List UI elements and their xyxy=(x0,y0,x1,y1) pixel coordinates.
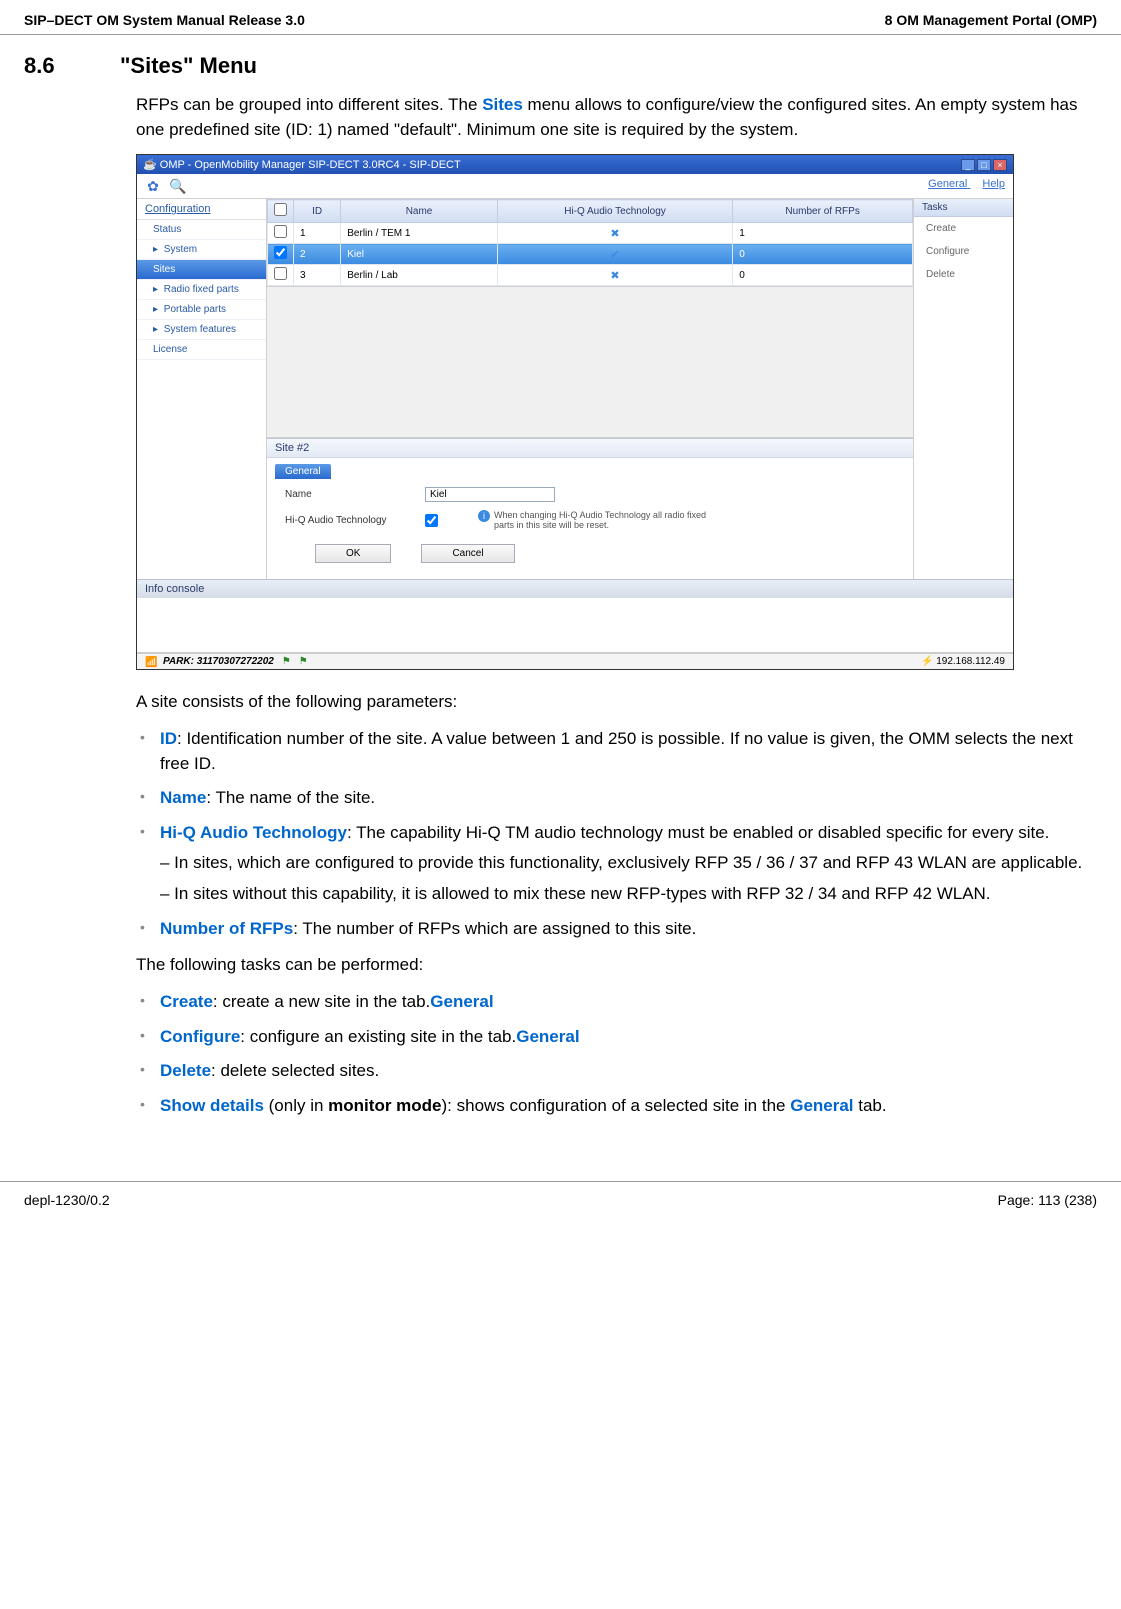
gear-icon[interactable]: ✿ xyxy=(145,178,161,194)
toolbar: ✿ 🔍 General Help xyxy=(137,174,1013,199)
section-number: 8.6 xyxy=(24,53,120,79)
param-item: Number of RFPs: The number of RFPs which… xyxy=(136,917,1097,942)
param-item: Name: The name of the site. xyxy=(136,786,1097,811)
sidebar-item-sites[interactable]: Sites xyxy=(137,260,266,280)
col-Name[interactable]: Name xyxy=(341,200,498,223)
row-checkbox[interactable] xyxy=(274,267,287,280)
hiq-icon: ✔ xyxy=(610,249,619,261)
empty-area xyxy=(267,287,913,438)
net-icon: ⚡ xyxy=(921,656,933,667)
tasks-panel: Tasks CreateConfigureDelete xyxy=(913,199,1013,579)
ok-button[interactable]: OK xyxy=(315,544,391,563)
flag-icon-2: ⚑ xyxy=(299,656,308,667)
tasks-intro: The following tasks can be performed: xyxy=(136,953,1097,978)
header-right: 8 OM Management Portal (OMP) xyxy=(885,12,1097,28)
sidebar-item-radio-fixed-parts[interactable]: ▸ Radio fixed parts xyxy=(137,280,266,300)
footer-left: depl-1230/0.2 xyxy=(24,1192,110,1208)
name-label: Name xyxy=(285,489,425,500)
param-item: Hi-Q Audio Technology: The capability Hi… xyxy=(136,821,1097,907)
col-Number of RFPs[interactable]: Number of RFPs xyxy=(733,200,913,223)
table-row[interactable]: 2Kiel✔0 xyxy=(268,244,913,265)
table-row[interactable]: 3Berlin / Lab✖0 xyxy=(268,265,913,286)
hiq-info: When changing Hi-Q Audio Technology all … xyxy=(494,510,708,530)
status-icon: 📶 xyxy=(145,657,155,667)
task-delete[interactable]: Delete xyxy=(914,263,1013,286)
sidebar-header: Configuration xyxy=(137,199,266,220)
park-label: PARK: 31170307272202 xyxy=(163,656,274,667)
row-checkbox[interactable] xyxy=(274,246,287,259)
task-create[interactable]: Create xyxy=(914,217,1013,240)
sites-link: Sites xyxy=(482,95,523,114)
sidebar-item-license[interactable]: License xyxy=(137,340,266,360)
tasks-list: Create: create a new site in the tab.Gen… xyxy=(136,990,1097,1119)
select-all-checkbox[interactable] xyxy=(274,203,287,216)
tasks-header: Tasks xyxy=(914,199,1013,217)
help-link[interactable]: Help xyxy=(982,178,1005,190)
name-input[interactable] xyxy=(425,487,555,502)
info-console xyxy=(137,598,1013,653)
info-console-header: Info console xyxy=(137,579,1013,598)
sidebar-item-portable-parts[interactable]: ▸ Portable parts xyxy=(137,300,266,320)
task-item: Create: create a new site in the tab.Gen… xyxy=(136,990,1097,1015)
flag-icon-1: ⚑ xyxy=(282,656,291,667)
row-checkbox[interactable] xyxy=(274,225,287,238)
task-item: Delete: delete selected sites. xyxy=(136,1059,1097,1084)
task-item: Show details (only in monitor mode): sho… xyxy=(136,1094,1097,1119)
screenshot: ☕ OMP - OpenMobility Manager SIP-DECT 3.… xyxy=(136,154,1014,670)
col-ID[interactable]: ID xyxy=(294,200,341,223)
col-check[interactable] xyxy=(268,200,294,223)
general-link[interactable]: General xyxy=(928,178,967,190)
sites-table: IDNameHi-Q Audio TechnologyNumber of RFP… xyxy=(267,199,913,286)
section-heading: 8.6"Sites" Menu xyxy=(24,53,1097,79)
task-configure[interactable]: Configure xyxy=(914,240,1013,263)
intro-paragraph: RFPs can be grouped into different sites… xyxy=(136,93,1097,142)
table-row[interactable]: 1Berlin / TEM 1✖1 xyxy=(268,223,913,244)
maximize-button[interactable]: □ xyxy=(977,159,991,171)
sidebar: Configuration Status▸ SystemSites▸ Radio… xyxy=(137,199,267,579)
section-title: "Sites" Menu xyxy=(120,53,257,78)
header-left: SIP–DECT OM System Manual Release 3.0 xyxy=(24,12,305,28)
window-titlebar: ☕ OMP - OpenMobility Manager SIP-DECT 3.… xyxy=(137,155,1013,174)
sidebar-item-system[interactable]: ▸ System xyxy=(137,240,266,260)
hiq-label: Hi-Q Audio Technology xyxy=(285,515,425,526)
ip-label: 192.168.112.49 xyxy=(936,656,1005,667)
footer-right: Page: 113 (238) xyxy=(998,1192,1097,1208)
cancel-button[interactable]: Cancel xyxy=(421,544,514,563)
param-item: ID: Identification number of the site. A… xyxy=(136,727,1097,776)
hiq-checkbox[interactable] xyxy=(425,514,438,527)
tab-general[interactable]: General xyxy=(275,464,331,479)
hiq-icon: ✖ xyxy=(610,270,619,282)
info-icon: i xyxy=(478,510,490,522)
sidebar-item-status[interactable]: Status xyxy=(137,220,266,240)
search-icon[interactable]: 🔍 xyxy=(169,178,185,194)
params-intro: A site consists of the following paramet… xyxy=(136,690,1097,715)
hiq-icon: ✖ xyxy=(610,228,619,240)
site-panel-header: Site #2 xyxy=(267,439,913,458)
close-button[interactable]: × xyxy=(993,159,1007,171)
sidebar-item-system-features[interactable]: ▸ System features xyxy=(137,320,266,340)
statusbar: 📶 PARK: 31170307272202 ⚑ ⚑ ⚡ 192.168.112… xyxy=(137,653,1013,669)
params-list: ID: Identification number of the site. A… xyxy=(136,727,1097,941)
task-item: Configure: configure an existing site in… xyxy=(136,1025,1097,1050)
minimize-button[interactable]: _ xyxy=(961,159,975,171)
col-Hi-Q Audio Technology[interactable]: Hi-Q Audio Technology xyxy=(497,200,732,223)
